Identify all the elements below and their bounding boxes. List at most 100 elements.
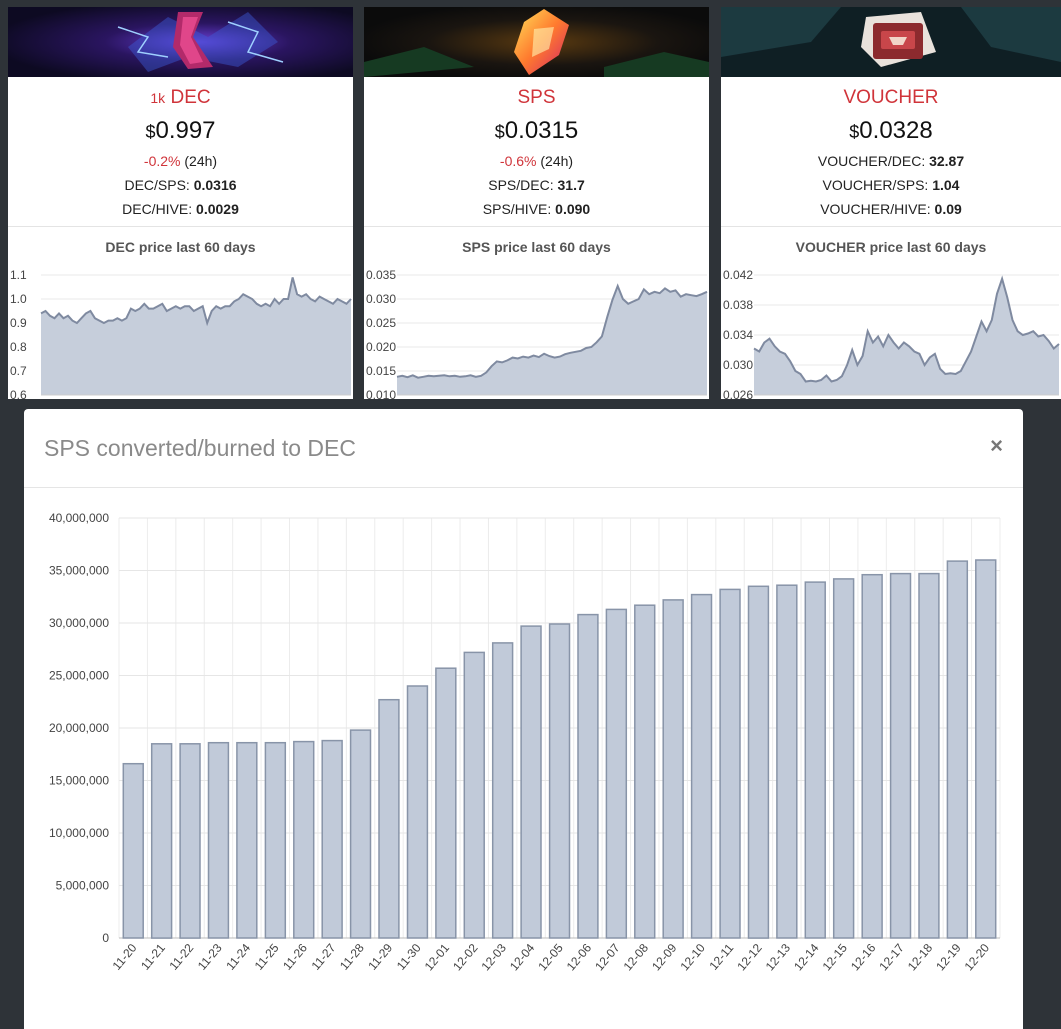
divider: [8, 226, 353, 227]
dec-banner-image: [8, 7, 353, 77]
x-tick-label: 11-30: [394, 941, 424, 973]
x-tick-label: 12-01: [422, 941, 453, 974]
x-tick-label: 11-26: [280, 941, 310, 973]
x-tick-label: 11-29: [365, 941, 395, 973]
pair-rate: SPS/HIVE: 0.090: [482, 201, 591, 217]
x-tick-label: 12-05: [535, 941, 566, 974]
bar: [150, 743, 173, 939]
pair-rate: DEC/HIVE: 0.0029: [122, 201, 239, 217]
bar: [747, 585, 770, 939]
bar: [236, 741, 258, 939]
x-tick-label: 12-11: [706, 941, 736, 973]
burn-chart-modal: SPS converted/burned to DEC × 40,000,000…: [24, 409, 1023, 1029]
token-name: 1k DEC: [150, 87, 211, 108]
bar: [349, 729, 372, 939]
x-tick-label: 11-25: [252, 941, 282, 973]
y-tick-label: 20,000,000: [49, 721, 109, 735]
y-tick-label: 0.026: [723, 388, 753, 399]
price-change: -0.2% (24h): [143, 153, 218, 169]
bar: [406, 685, 429, 939]
token-name: SPS: [517, 87, 556, 108]
bar: [832, 578, 855, 939]
price-change: -0.6% (24h): [499, 153, 574, 169]
divider: [721, 226, 1061, 227]
voucher-price-chart: 0.042 0.038 0.034 0.030 0.026: [723, 268, 1060, 399]
bar: [207, 741, 230, 939]
pair-rate: VOUCHER/DEC: 32.87: [817, 153, 965, 169]
bar: [918, 572, 940, 939]
divider: [364, 226, 709, 227]
sps-banner-image: [364, 7, 709, 77]
x-tick-label: 11-28: [337, 941, 367, 973]
y-tick-label: 0.7: [10, 364, 27, 378]
x-tick-label: 11-22: [166, 941, 196, 973]
x-tick-label: 11-21: [138, 941, 168, 973]
y-tick-label: 0.9: [10, 316, 27, 330]
bar: [520, 625, 542, 939]
x-tick-label: 12-19: [933, 941, 964, 974]
bar: [605, 608, 628, 939]
y-tick-label: 0.035: [366, 268, 396, 282]
voucher-banner-image: [721, 7, 1061, 77]
bar: [634, 604, 656, 939]
token-price: $0.0315: [494, 117, 579, 144]
x-tick-label: 12-13: [763, 941, 794, 974]
y-tick-label: 25,000,000: [49, 669, 109, 683]
modal-title: SPS converted/burned to DEC: [44, 435, 356, 461]
sps-price-chart: 0.035 0.030 0.025 0.020 0.015 0.010: [366, 268, 708, 399]
bar: [719, 588, 741, 939]
dec-price-chart: 1.1 1.0 0.9 0.8 0.7 0.6: [10, 268, 352, 399]
bar: [662, 599, 684, 939]
x-tick-label: 11-20: [110, 941, 140, 973]
y-tick-label: 0.030: [366, 292, 396, 306]
bar: [321, 739, 343, 939]
voucher-card[interactable]: VOUCHER $0.0328 VOUCHER/DEC: 32.87 VOUCH…: [721, 7, 1061, 399]
pair-rate: DEC/SPS: 0.0316: [124, 177, 237, 193]
bar: [264, 741, 287, 939]
bar: [861, 573, 883, 939]
mini-chart-title: VOUCHER price last 60 days: [795, 239, 987, 255]
y-tick-label: 0.030: [723, 358, 753, 372]
modal-header: SPS converted/burned to DEC ×: [24, 409, 1023, 488]
x-tick-label: 12-09: [649, 941, 680, 974]
token-price: $0.0328: [849, 117, 933, 144]
x-tick-label: 12-16: [848, 941, 879, 974]
price-area: [41, 277, 351, 395]
y-tick-label: 0.015: [366, 364, 396, 378]
x-tick-label: 12-20: [962, 941, 993, 974]
sps-card[interactable]: SPS $0.0315 -0.6% (24h) SPS/DEC: 31.7 SP…: [364, 7, 709, 399]
y-tick-label: 0.025: [366, 316, 396, 330]
mini-chart-title: DEC price last 60 days: [105, 239, 256, 255]
x-tick-label: 12-08: [621, 941, 652, 974]
bar: [804, 581, 826, 939]
y-tick-label: 40,000,000: [49, 511, 109, 525]
bar: [889, 572, 912, 939]
x-tick-label: 11-27: [309, 941, 339, 973]
x-tick-label: 12-14: [791, 941, 822, 974]
y-tick-label: 10,000,000: [49, 826, 109, 840]
dec-card[interactable]: 1k DEC $0.997 -0.2% (24h) DEC/SPS: 0.031…: [8, 7, 353, 399]
bar: [975, 559, 997, 939]
price-area: [397, 286, 707, 395]
pair-rate: VOUCHER/SPS: 1.04: [822, 177, 960, 193]
y-tick-label: 0.020: [366, 340, 396, 354]
pair-rate: SPS/DEC: 31.7: [488, 177, 585, 193]
burn-bar-chart: 40,000,000 35,000,000 30,000,000 25,000,000…: [49, 511, 1001, 974]
x-tick-label: 12-02: [450, 941, 481, 974]
bar: [577, 613, 599, 939]
y-tick-label: 1.1: [10, 268, 27, 282]
x-tick-label: 12-12: [734, 941, 765, 974]
x-tick-label: 12-07: [592, 941, 623, 974]
x-tick-label: 11-24: [223, 941, 253, 973]
y-tick-label: 0.038: [723, 298, 753, 312]
x-tick-label: 12-18: [905, 941, 936, 974]
y-tick-label: 30,000,000: [49, 616, 109, 630]
y-tick-label: 0: [102, 931, 109, 945]
x-tick-label: 12-04: [507, 941, 538, 974]
y-tick-label: 0.042: [723, 268, 753, 282]
close-icon[interactable]: ×: [990, 433, 1003, 458]
y-tick-label: 0.010: [366, 388, 396, 399]
bar: [122, 762, 144, 939]
bar: [378, 698, 400, 939]
bar: [293, 740, 315, 939]
